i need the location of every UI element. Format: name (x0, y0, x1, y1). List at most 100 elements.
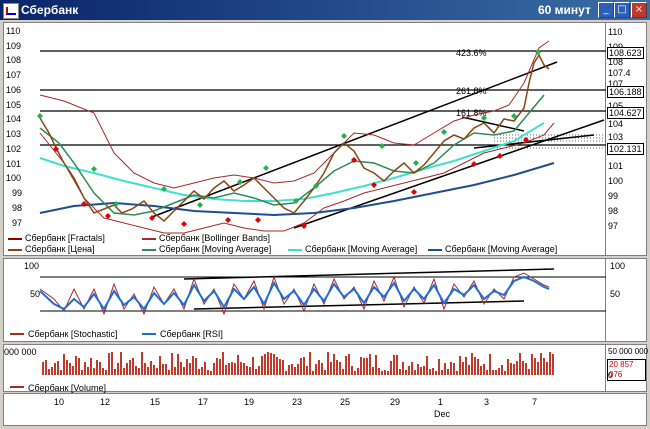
volume-bar (183, 367, 185, 375)
volume-bar (246, 366, 248, 375)
volume-bar (75, 356, 77, 375)
chart-app-icon (3, 3, 19, 19)
volume-bar (396, 355, 398, 375)
left-tick-109: 109 (6, 41, 21, 51)
volume-bar (276, 357, 278, 375)
volume-bar (468, 365, 470, 375)
legend-ma-short[interactable]: Сбербанк [Moving Average] (142, 244, 271, 255)
volume-bar (495, 370, 497, 375)
volume-bar (546, 362, 548, 375)
volume-bar (315, 364, 317, 375)
left-tick-100: 100 (6, 173, 21, 183)
legend-ma-mid[interactable]: Сбербанк [Moving Average] (288, 244, 417, 255)
volume-bar (483, 364, 485, 375)
volume-bar (309, 352, 311, 375)
volume-bar (171, 353, 173, 375)
price-box-base: 102.131 (607, 143, 644, 155)
volume-bar (147, 367, 149, 375)
volume-bar (534, 358, 536, 375)
volume-bar (264, 354, 266, 375)
volume-bar (132, 358, 134, 375)
minimize-button[interactable]: _ (598, 2, 614, 18)
volume-bar (519, 353, 521, 375)
volume-bar (93, 368, 95, 375)
legend-fractals[interactable]: Сбербанк [Fractals] (8, 233, 105, 244)
close-button[interactable]: × (631, 2, 647, 18)
volume-bar (297, 364, 299, 375)
legend-price[interactable]: Сбербанк [Цена] (8, 244, 95, 255)
volume-bar (336, 360, 338, 375)
volume-bar (120, 352, 122, 375)
price-box-261: 106.188 (607, 86, 644, 98)
fib-label-161: 161.8% (456, 108, 487, 118)
volume-current-box: 20 857 076 (607, 359, 646, 381)
legend-ma-long[interactable]: Сбербанк [Moving Average] (428, 244, 557, 255)
volume-bar (471, 353, 473, 375)
volume-bar (180, 362, 182, 375)
fractal-down-markers (53, 137, 529, 229)
right-tick-107: 107 (608, 79, 624, 89)
volume-bar (507, 359, 509, 375)
fib-label-423: 423.6% (456, 48, 487, 58)
volume-bar (225, 365, 227, 375)
volume-bar (81, 370, 83, 375)
price-pane[interactable]: 110 109 108 107 106 105 104 103 102 101 … (3, 22, 607, 256)
volume-bar (405, 370, 407, 375)
volume-bar (513, 364, 515, 375)
volume-pane[interactable]: 000 000 Сбербанк [Volume] (3, 344, 606, 393)
maximize-button[interactable]: □ (614, 2, 630, 18)
flag-upper (461, 116, 525, 132)
volume-bar (102, 368, 104, 375)
volume-bar (459, 356, 461, 375)
volume-bar (393, 355, 395, 375)
volume-bar (129, 360, 131, 375)
volume-bar (222, 352, 224, 375)
date-axis: 10 12 15 17 19 23 25 29 1 3 7 Dec (3, 393, 647, 426)
volume-bar (321, 363, 323, 375)
volume-bar (540, 353, 542, 375)
volume-bar (504, 371, 506, 375)
volume-bar (249, 367, 251, 375)
volume-right-axis: 50 000 000 20 857 076 0 (606, 344, 648, 392)
title-bar[interactable]: Сбербанк 60 минут _ □ × (0, 0, 650, 20)
right-tick-100: 100 (608, 176, 624, 186)
volume-bar (435, 371, 437, 375)
volume-bar (441, 370, 443, 375)
volume-bar (96, 360, 98, 375)
volume-bar (213, 363, 215, 375)
volume-bar (294, 367, 296, 375)
osc-left-100: 100 (24, 261, 39, 271)
volume-bar (330, 362, 332, 375)
volume-bar (318, 360, 320, 375)
volume-bar (354, 371, 356, 375)
volume-bar (465, 357, 467, 375)
volume-bar (66, 360, 68, 375)
volume-bar (474, 357, 476, 375)
volume-bars (42, 352, 554, 375)
volume-bar (417, 364, 419, 375)
volume-bar (228, 363, 230, 375)
oscillator-chart: 100 50 Сбербанк [Stochastic] Сбербанк [R… (10, 261, 607, 339)
oscillator-pane[interactable]: 100 50 Сбербанк [Stochastic] Сбербанк [R… (3, 258, 607, 342)
legend-bollinger[interactable]: Сбербанк [Bollinger Bands] (142, 233, 270, 244)
date-17: 17 (198, 397, 209, 407)
timeframe-label: 60 минут (538, 3, 591, 17)
volume-bar (192, 356, 194, 375)
volume-bar (300, 358, 302, 375)
volume-bar (381, 371, 383, 375)
volume-bar (201, 367, 203, 375)
volume-bar (438, 359, 440, 375)
volume-bar (411, 362, 413, 375)
volume-bar (378, 368, 380, 375)
volume-bar (168, 370, 170, 375)
left-tick-98: 98 (12, 203, 22, 213)
volume-bar (150, 361, 152, 375)
bollinger-upper (39, 40, 550, 189)
bollinger-lower (39, 122, 555, 234)
osc-right-axis: 100 50 (606, 258, 647, 342)
volume-bar (72, 366, 74, 375)
volume-left-tick: 000 000 (4, 347, 37, 357)
volume-bar (333, 354, 335, 375)
volume-bar (399, 369, 401, 375)
volume-bar (195, 358, 197, 375)
